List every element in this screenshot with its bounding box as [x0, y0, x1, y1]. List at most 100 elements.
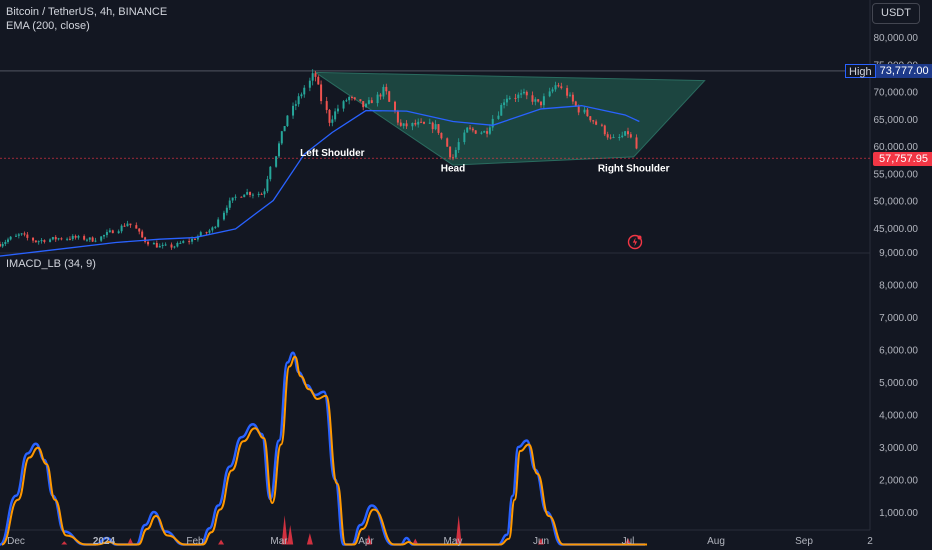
- candle-body: [222, 212, 225, 220]
- candle-body: [294, 104, 297, 106]
- candle-body: [211, 227, 214, 231]
- macd-tick-label: 2,000.00: [879, 476, 918, 487]
- candle-body: [328, 109, 331, 123]
- pattern-annotation: Left Shoulder: [300, 148, 365, 159]
- candle-body: [471, 128, 474, 131]
- high-label: High: [845, 64, 876, 78]
- candle-body: [283, 126, 286, 132]
- time-tick-label: Sep: [795, 536, 813, 547]
- candle-body: [635, 137, 638, 149]
- candle-body: [483, 131, 486, 133]
- candle-body: [621, 135, 624, 137]
- price-tick-label: 80,000.00: [874, 33, 919, 44]
- macd-histogram-bar: [412, 538, 419, 545]
- candle-body: [531, 95, 534, 102]
- price-tick-label: 60,000.00: [874, 142, 919, 153]
- candle-body: [234, 196, 237, 198]
- candle-body: [480, 132, 483, 134]
- candle-body: [77, 236, 80, 238]
- candle-body: [449, 146, 452, 158]
- candle-body: [170, 244, 173, 248]
- candle-body: [379, 94, 382, 97]
- ema-line: [0, 105, 640, 257]
- candle-body: [317, 76, 320, 85]
- macd-histogram-bar: [61, 541, 68, 545]
- candle-body: [240, 196, 243, 198]
- candle-body: [120, 225, 123, 232]
- candle-body: [214, 226, 217, 228]
- candle-body: [534, 99, 537, 102]
- candle-body: [414, 122, 417, 125]
- candle-body: [331, 119, 334, 123]
- symbol-title: Bitcoin / TetherUS, 4h, BINANCE: [6, 6, 168, 18]
- candle-body: [394, 101, 396, 111]
- candle-body: [251, 194, 254, 196]
- candle-body: [40, 240, 43, 242]
- high-value: 73,777.00: [875, 64, 932, 78]
- candle-body: [540, 101, 542, 106]
- candle-body: [199, 232, 202, 237]
- candle-body: [60, 238, 63, 240]
- candle-body: [85, 239, 88, 241]
- macd-histogram-bar: [218, 539, 225, 545]
- candle-body: [249, 192, 252, 195]
- candle-body: [0, 244, 1, 247]
- candle-body: [514, 97, 517, 99]
- candle-body: [466, 127, 469, 133]
- candle-body: [417, 121, 420, 125]
- candle-body: [388, 91, 391, 102]
- candle-body: [7, 239, 9, 242]
- candle-body: [428, 122, 431, 124]
- candle-body: [606, 134, 609, 138]
- candle-body: [503, 102, 506, 106]
- candle-body: [269, 166, 272, 180]
- macd-histogram-bar: [127, 538, 134, 545]
- candle-body: [311, 73, 314, 81]
- candle-body: [469, 127, 472, 129]
- candle-body: [205, 232, 208, 234]
- candle-body: [396, 110, 399, 123]
- macd-histogram-bar: [538, 538, 544, 545]
- candle-body: [126, 223, 129, 227]
- candle-body: [592, 120, 595, 122]
- candle-body: [26, 234, 29, 238]
- candle-body: [522, 91, 525, 94]
- time-tick-label: Jul: [622, 536, 635, 547]
- macd-histogram-bar: [365, 534, 372, 545]
- ema-indicator-label: EMA (200, close): [6, 20, 90, 32]
- candle-body: [454, 149, 457, 158]
- candle-body: [577, 105, 580, 113]
- candle-body: [43, 240, 46, 242]
- candle-body: [147, 241, 150, 245]
- macd-tick-label: 6,000.00: [879, 346, 918, 357]
- candle-body: [437, 124, 440, 133]
- alert-icon[interactable]: [627, 234, 643, 250]
- candle-body: [196, 236, 199, 240]
- candle-body: [158, 245, 161, 248]
- candle-body: [91, 237, 94, 242]
- candle-body: [520, 93, 523, 95]
- candle-body: [367, 100, 370, 104]
- candle-body: [353, 97, 356, 100]
- candle-body: [385, 86, 388, 92]
- candle-body: [423, 121, 425, 124]
- candle-body: [566, 88, 569, 96]
- candle-body: [225, 207, 228, 213]
- candle-body: [320, 84, 323, 102]
- macd-indicator-label: IMACD_LB (34, 9): [6, 258, 96, 270]
- candle-body: [382, 86, 385, 97]
- candle-body: [463, 132, 466, 143]
- price-tick-label: 50,000.00: [874, 197, 919, 208]
- candle-body: [497, 115, 500, 119]
- candle-body: [263, 191, 266, 195]
- candle-body: [402, 123, 405, 126]
- candle-body: [609, 137, 612, 139]
- currency-button[interactable]: USDT: [872, 3, 920, 24]
- candle-body: [491, 118, 494, 128]
- candle-body: [164, 244, 167, 246]
- candle-body: [627, 131, 629, 135]
- candle-body: [176, 242, 179, 247]
- last-price-tag: 57,757.95: [873, 152, 932, 166]
- candle-body: [542, 96, 545, 106]
